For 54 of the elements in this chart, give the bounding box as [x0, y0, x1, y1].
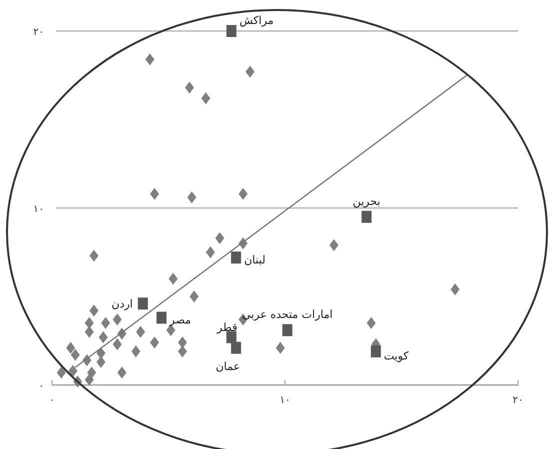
point	[89, 250, 98, 262]
point	[68, 364, 78, 377]
annotation: مصر	[168, 314, 192, 327]
point	[187, 191, 196, 204]
annotation: قطر	[216, 321, 238, 334]
annotation: عمان	[216, 360, 240, 373]
point	[366, 317, 376, 330]
point	[56, 366, 66, 379]
point	[238, 188, 248, 200]
point	[112, 314, 122, 326]
point	[150, 336, 160, 349]
point	[156, 312, 167, 324]
annotation: کویت	[384, 349, 410, 362]
annotation: اردن	[112, 298, 133, 311]
point	[190, 290, 199, 302]
x-tick-label: ۲۰	[512, 395, 524, 406]
point	[138, 298, 148, 310]
point	[101, 317, 110, 330]
y-tick-label: ۰	[38, 381, 44, 392]
point	[168, 272, 178, 285]
annotation: امارات متحده عربی	[242, 308, 333, 322]
point	[206, 246, 215, 258]
point	[136, 326, 146, 338]
point	[370, 345, 381, 358]
point	[215, 232, 224, 244]
point	[87, 366, 96, 379]
point	[201, 92, 210, 104]
point	[150, 188, 160, 200]
annotation: مراکش	[239, 14, 274, 27]
x-tick-label: ۰	[49, 395, 55, 406]
y-tick-label: ۱۰	[33, 204, 44, 215]
annotation: لبنان	[244, 254, 266, 267]
point	[282, 324, 292, 336]
annotation: بحرین	[352, 194, 380, 208]
x-tick-label: ۱۰	[280, 395, 290, 406]
point	[184, 82, 194, 94]
point	[70, 348, 80, 361]
point	[98, 331, 108, 344]
point	[89, 304, 98, 317]
y-tick-label: ۲۰	[33, 27, 44, 38]
point	[226, 25, 236, 37]
point	[117, 366, 126, 379]
point	[145, 53, 154, 66]
point	[131, 345, 140, 358]
point	[66, 342, 76, 354]
point	[329, 239, 338, 252]
point	[178, 345, 187, 358]
point	[450, 283, 460, 296]
point	[362, 210, 372, 223]
point	[231, 342, 242, 354]
point	[112, 338, 122, 350]
point	[246, 66, 255, 78]
point	[276, 342, 285, 354]
point	[231, 252, 242, 264]
